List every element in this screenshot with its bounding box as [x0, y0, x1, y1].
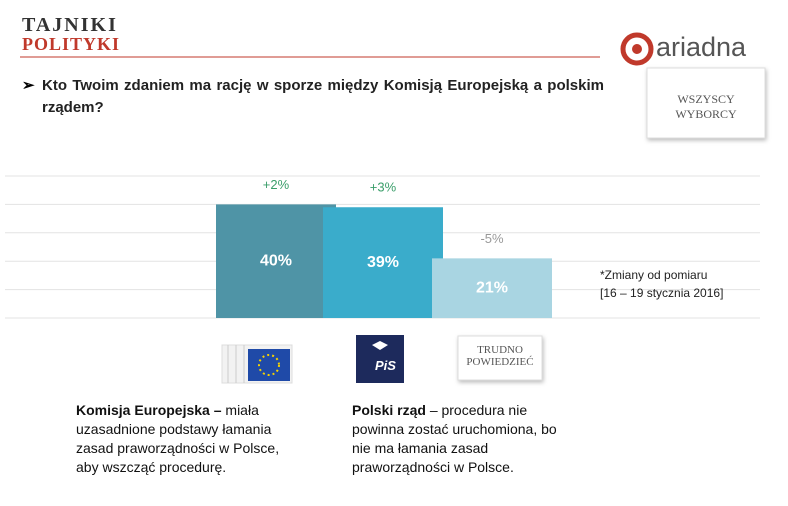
- description-title: Polski rząd: [352, 402, 426, 418]
- logo-text: ariadna: [656, 32, 747, 62]
- segment-card: [646, 67, 766, 139]
- description-text: – procedura nie powinna zostać uruchomio…: [352, 402, 557, 475]
- description: Polski rząd – procedura nie powinna zost…: [352, 401, 562, 477]
- note: *Zmiany od pomiaru: [600, 268, 708, 282]
- segment: WSZYSCY WYBORCY: [675, 92, 737, 121]
- question: Kto Twoim zdaniem ma rację w sporze międ…: [42, 77, 604, 116]
- value-label: 40%: [260, 252, 292, 269]
- change-label: -5%: [480, 231, 504, 246]
- brand-top: TAJNIKI: [22, 14, 118, 36]
- unsure-card: [457, 335, 543, 381]
- description-title: Komisja Europejska –: [76, 402, 222, 418]
- note: [16 – 19 stycznia 2016]: [600, 286, 724, 300]
- bar: [216, 204, 336, 318]
- bar: [323, 207, 443, 318]
- change-label: +3%: [370, 180, 397, 195]
- change-label: +2%: [263, 177, 290, 192]
- description: Komisja Europejska – miała uzasadnione p…: [76, 401, 298, 477]
- brand-bottom: POLITYKI: [22, 34, 121, 54]
- logo-icon-dot: [632, 44, 642, 54]
- category-label: TRUDNO POWIEDZIEĆ: [466, 344, 534, 368]
- value-label: 39%: [367, 254, 399, 271]
- bar: [432, 258, 552, 318]
- eu-logo: [221, 344, 293, 384]
- pis-logo: [356, 335, 404, 383]
- description-text: miała uzasadnione podstawy łamania zasad…: [76, 402, 280, 475]
- category-label: PiS: [375, 358, 396, 373]
- logo-icon: [620, 32, 654, 66]
- bullet: ➢: [22, 77, 35, 94]
- value-label: 21%: [476, 279, 508, 296]
